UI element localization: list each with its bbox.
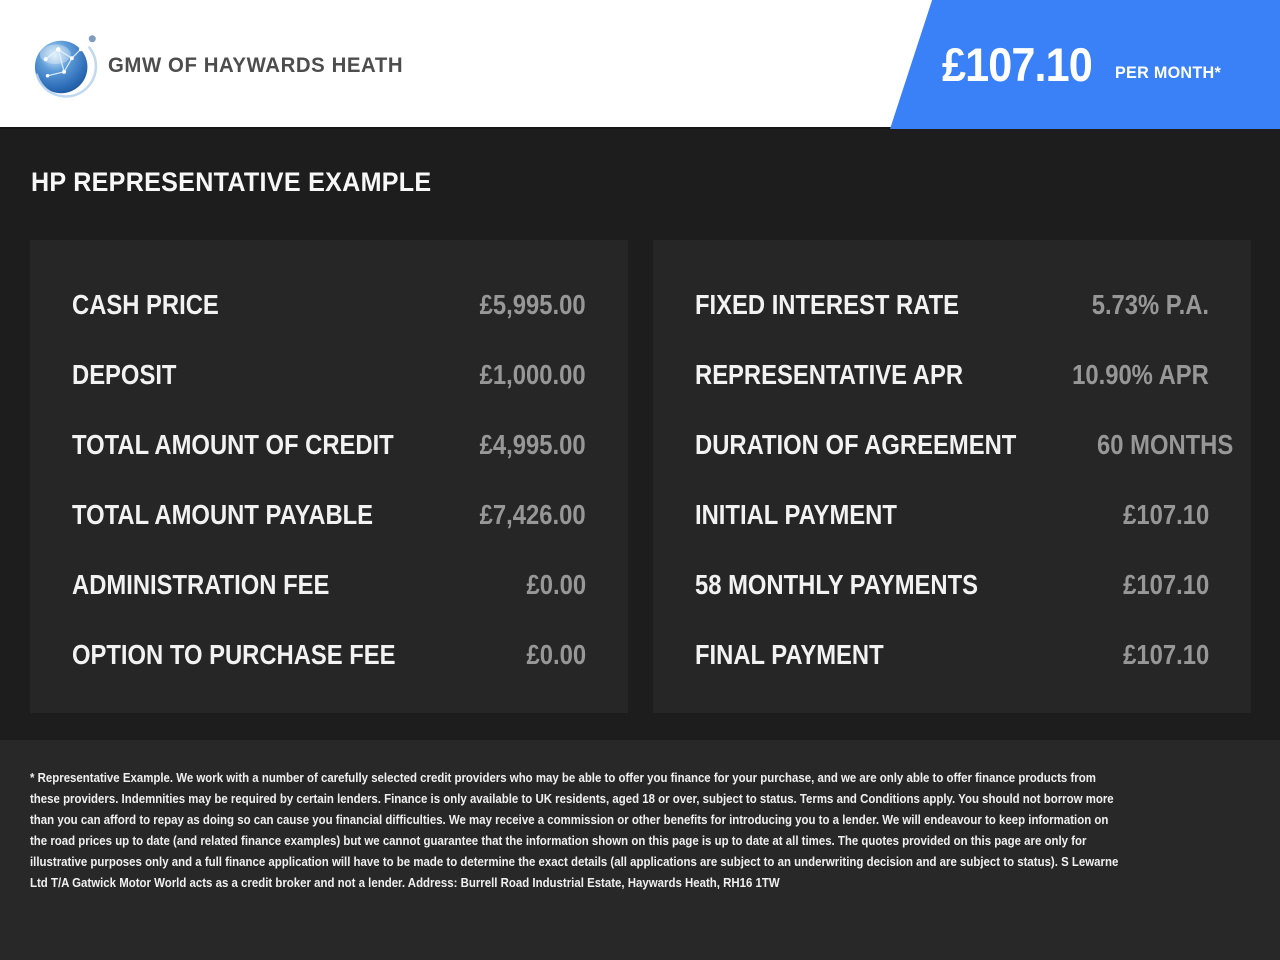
finance-row-label: CASH PRICE xyxy=(72,289,219,320)
finance-row-value: £0.00 xyxy=(526,569,586,600)
finance-row-monthly-payments: 58 MONTHLY PAYMENTS £107.10 xyxy=(695,550,1209,620)
finance-row-value: 5.73% P.A. xyxy=(1091,289,1209,320)
globe-network-icon xyxy=(34,35,98,98)
finance-row-duration: DURATION OF AGREEMENT 60 MONTHS xyxy=(695,410,1233,480)
finance-row-label: DEPOSIT xyxy=(72,359,177,390)
finance-row-cash-price: CASH PRICE £5,995.00 xyxy=(72,270,586,340)
finance-row-value: £1,000.00 xyxy=(480,359,586,390)
finance-panel-right: FIXED INTEREST RATE 5.73% P.A. REPRESENT… xyxy=(653,240,1251,713)
finance-row-final-payment: FINAL PAYMENT £107.10 xyxy=(695,620,1209,690)
disclaimer-text: * Representative Example. We work with a… xyxy=(30,770,1119,890)
finance-row-label: 58 MONTHLY PAYMENTS xyxy=(695,569,979,600)
finance-row-value: 10.90% APR xyxy=(1072,359,1209,390)
finance-row-label: OPTION TO PURCHASE FEE xyxy=(72,639,396,670)
finance-row-initial-payment: INITIAL PAYMENT £107.10 xyxy=(695,480,1209,550)
header: GMW OF HAYWARDS HEATH £107.10 PER MONTH* xyxy=(0,0,1280,129)
brand: GMW OF HAYWARDS HEATH xyxy=(32,28,412,104)
finance-row-label: ADMINISTRATION FEE xyxy=(72,569,330,600)
finance-row-value: £4,995.00 xyxy=(480,429,586,460)
finance-tables: CASH PRICE £5,995.00 DEPOSIT £1,000.00 T… xyxy=(30,240,1251,713)
finance-row-value: £7,426.00 xyxy=(480,499,586,530)
price-period: PER MONTH* xyxy=(1114,62,1221,82)
price-banner: £107.10 PER MONTH* xyxy=(890,0,1280,129)
finance-row-label: DURATION OF AGREEMENT xyxy=(695,429,1017,460)
finance-row-total-credit: TOTAL AMOUNT OF CREDIT £4,995.00 xyxy=(72,410,586,480)
footer: * Representative Example. We work with a… xyxy=(0,740,1280,960)
finance-row-interest-rate: FIXED INTEREST RATE 5.73% P.A. xyxy=(695,270,1209,340)
finance-row-label: REPRESENTATIVE APR xyxy=(695,359,964,390)
finance-row-purchase-fee: OPTION TO PURCHASE FEE £0.00 xyxy=(72,620,586,690)
finance-row-apr: REPRESENTATIVE APR 10.90% APR xyxy=(695,340,1209,410)
finance-row-value: £107.10 xyxy=(1122,639,1209,670)
finance-row-value: £107.10 xyxy=(1122,499,1209,530)
finance-row-label: FIXED INTEREST RATE xyxy=(695,289,960,320)
price-amount: £107.10 xyxy=(942,38,1093,91)
finance-row-value: £107.10 xyxy=(1122,569,1209,600)
finance-row-label: TOTAL AMOUNT PAYABLE xyxy=(72,499,374,530)
finance-panel-left: CASH PRICE £5,995.00 DEPOSIT £1,000.00 T… xyxy=(30,240,628,713)
finance-row-label: TOTAL AMOUNT OF CREDIT xyxy=(72,429,394,460)
finance-row-label: INITIAL PAYMENT xyxy=(695,499,897,530)
finance-row-value: £0.00 xyxy=(526,639,586,670)
finance-row-label: FINAL PAYMENT xyxy=(695,639,884,670)
finance-row-deposit: DEPOSIT £1,000.00 xyxy=(72,340,586,410)
finance-row-total-payable: TOTAL AMOUNT PAYABLE £7,426.00 xyxy=(72,480,586,550)
finance-row-value: 60 MONTHS xyxy=(1097,429,1234,460)
finance-row-value: £5,995.00 xyxy=(480,289,586,320)
finance-row-admin-fee: ADMINISTRATION FEE £0.00 xyxy=(72,550,586,620)
page-title: HP REPRESENTATIVE EXAMPLE xyxy=(31,167,432,197)
company-name: GMW OF HAYWARDS HEATH xyxy=(108,54,404,77)
